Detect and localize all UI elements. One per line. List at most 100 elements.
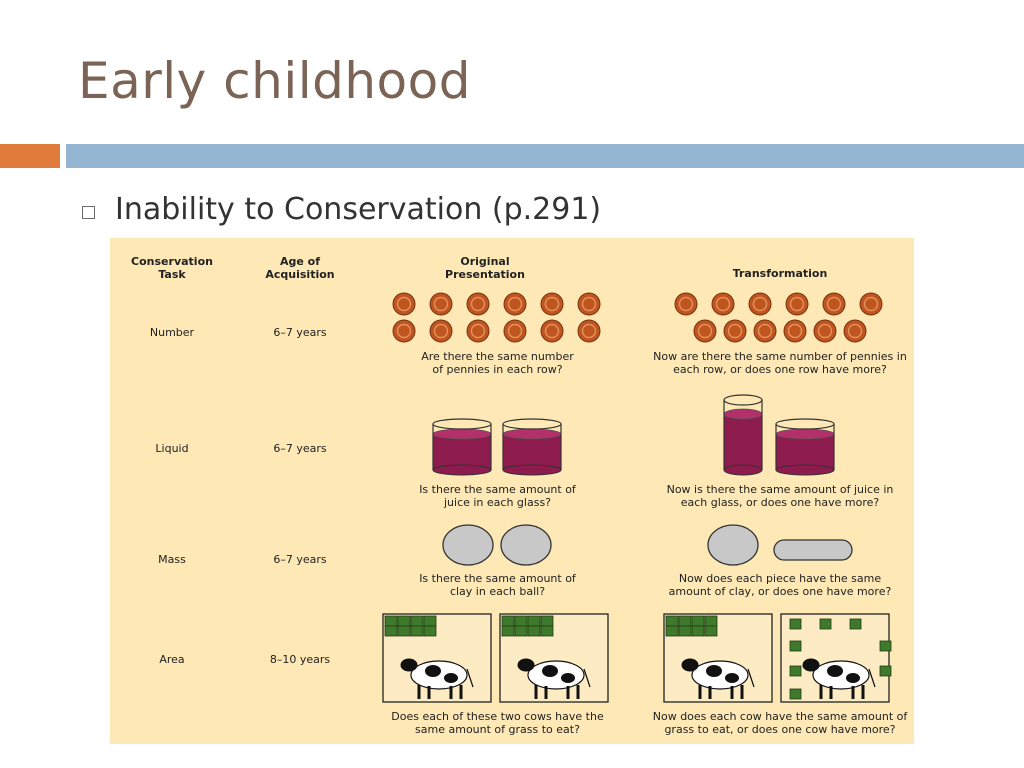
glass-icon [775, 418, 835, 430]
clay-ball-icon [500, 524, 552, 566]
row-liquid-transformation-question: Now is there the same amount of juice in… [666, 483, 894, 509]
row-liquid-original-question: Is there the same amount of juice in eac… [419, 483, 576, 509]
grass-square-icon [527, 625, 541, 637]
penny-icon [723, 319, 747, 343]
header-original: Original Presentation [445, 255, 525, 281]
penny-icon [789, 296, 805, 312]
row-liquid-age: 6–7 years [273, 442, 327, 455]
grass-square-icon [397, 615, 411, 627]
cow-icon [425, 665, 441, 677]
penny-icon [697, 323, 713, 339]
grass-square-icon [665, 615, 679, 627]
grass-square-icon [879, 665, 892, 677]
penny-icon [503, 292, 527, 316]
grass-square-icon [501, 625, 515, 637]
row-number-task: Number [149, 326, 195, 339]
cow-icon [747, 668, 755, 688]
penny-icon [429, 319, 453, 343]
penny-icon [727, 323, 743, 339]
row-area-task: Area [159, 653, 185, 666]
slide-title: Early childhood [78, 52, 471, 110]
grass-square-icon [678, 615, 692, 627]
penny-icon [813, 319, 837, 343]
cow-icon [868, 668, 876, 688]
penny-icon [843, 319, 867, 343]
glass-icon [776, 434, 834, 470]
penny-icon [429, 292, 453, 316]
glass-icon [433, 434, 491, 470]
glass-icon [502, 418, 562, 430]
grass-square-icon [819, 618, 832, 630]
penny-icon [748, 292, 772, 316]
row-mass-task: Mass [158, 553, 186, 566]
row-mass-age: 6–7 years [273, 553, 327, 566]
cow-icon [466, 668, 474, 688]
glass-icon [432, 418, 492, 430]
penny-icon [396, 296, 412, 312]
penny-icon [396, 323, 412, 339]
grass-square-icon [423, 615, 437, 627]
grass-square-icon [789, 665, 802, 677]
penny-icon [577, 292, 601, 316]
penny-icon [693, 319, 717, 343]
grass-square-icon [384, 625, 398, 637]
clay-snake-icon [773, 539, 853, 561]
accent-bar-blue [66, 144, 1024, 168]
bullet-text: Inability to Conservation (p.291) [115, 192, 602, 227]
grass-square-icon [691, 615, 705, 627]
penny-icon [544, 323, 560, 339]
penny-icon [847, 323, 863, 339]
glass-icon [723, 394, 763, 406]
penny-icon [503, 319, 527, 343]
grass-square-icon [540, 615, 554, 627]
cow-icon [691, 660, 749, 690]
grass-square-icon [704, 625, 718, 637]
penny-icon [757, 323, 773, 339]
conservation-figure: Conservation Task Age of Acquisition Ori… [110, 238, 914, 744]
row-number-transformation-question: Now are there the same number of pennies… [653, 350, 907, 376]
grass-square-icon [691, 625, 705, 637]
penny-icon [826, 296, 842, 312]
penny-icon [674, 292, 698, 316]
glass-icon [775, 464, 835, 476]
grass-square-icon [410, 625, 424, 637]
cow-icon [561, 673, 575, 683]
grass-square-icon [514, 615, 528, 627]
cow-icon [812, 660, 870, 690]
penny-icon [507, 296, 523, 312]
grass-square-icon [879, 640, 892, 652]
penny-icon [783, 319, 807, 343]
penny-icon [470, 296, 486, 312]
header-task: Conservation Task [131, 255, 213, 281]
penny-icon [507, 323, 523, 339]
penny-icon [540, 292, 564, 316]
grass-square-icon [410, 615, 424, 627]
cow-icon [725, 673, 739, 683]
penny-icon [753, 319, 777, 343]
glass-icon [502, 464, 562, 476]
glass-icon [432, 428, 492, 440]
header-age: Age of Acquisition [265, 255, 335, 281]
penny-icon [752, 296, 768, 312]
row-area-original-question: Does each of these two cows have the sam… [391, 710, 604, 736]
row-number-original-question: Are there the same number of pennies in … [421, 350, 574, 376]
penny-icon [711, 292, 735, 316]
cow-icon [802, 658, 820, 672]
penny-icon [544, 296, 560, 312]
cow-icon [681, 658, 699, 672]
grass-square-icon [423, 625, 437, 637]
glass-icon [723, 464, 763, 476]
penny-icon [392, 292, 416, 316]
grass-square-icon [397, 625, 411, 637]
row-area-age: 8–10 years [269, 653, 331, 666]
row-number-age: 6–7 years [273, 326, 327, 339]
grass-square-icon [514, 625, 528, 637]
glass-icon [723, 408, 763, 420]
penny-icon [787, 323, 803, 339]
glass-icon [432, 464, 492, 476]
penny-icon [433, 323, 449, 339]
penny-icon [577, 319, 601, 343]
grass-square-icon [849, 618, 862, 630]
glass-icon [502, 428, 562, 440]
penny-icon [581, 323, 597, 339]
